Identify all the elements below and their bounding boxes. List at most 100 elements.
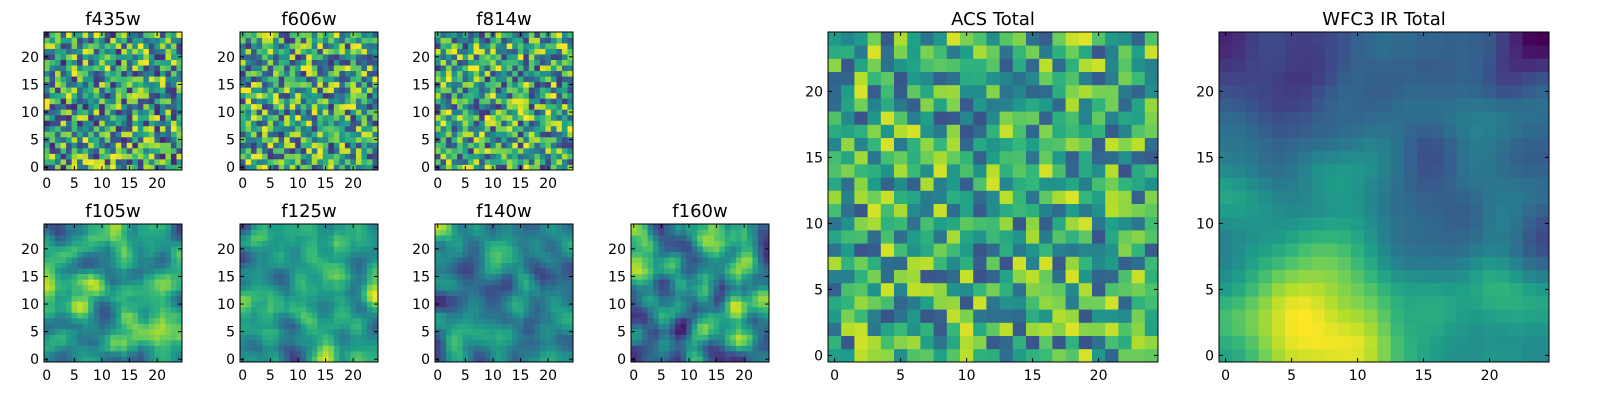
heatmap-cell (104, 158, 111, 165)
heatmap-cell (686, 262, 693, 269)
heatmap-cell (240, 125, 246, 132)
heatmap-cell (110, 273, 117, 280)
heatmap-cell (115, 120, 122, 127)
heatmap-cell (567, 147, 574, 154)
heatmap-cell (484, 246, 491, 252)
heatmap-cell (77, 32, 84, 38)
heatmap-cell (104, 81, 111, 88)
heatmap-cell (159, 323, 166, 330)
heatmap-cell (528, 279, 535, 286)
heatmap-cell (550, 290, 557, 297)
heatmap-cell (322, 76, 329, 83)
heatmap-cell (355, 295, 362, 302)
heatmap-cell (907, 203, 921, 218)
heatmap-cell (256, 76, 263, 83)
heatmap-cell (556, 262, 563, 269)
heatmap-cell (115, 235, 122, 241)
heatmap-cell (328, 43, 335, 49)
heatmap-cell (528, 295, 535, 302)
heatmap-cell (435, 43, 441, 49)
heatmap-cell (93, 43, 100, 49)
heatmap-cell (273, 70, 280, 77)
heatmap-cell (702, 257, 709, 264)
heatmap-cell (143, 131, 150, 138)
heatmap-cell (446, 65, 452, 72)
heatmap-cell (273, 306, 280, 313)
heatmap-cell (946, 190, 961, 204)
heatmap-cell (366, 312, 373, 319)
heatmap-cell (262, 246, 268, 252)
heatmap-cell (121, 37, 128, 44)
heatmap-cell (440, 262, 447, 269)
heatmap-cell (245, 164, 252, 171)
heatmap-cell (724, 268, 731, 275)
heatmap-cell (143, 70, 150, 77)
heatmap-cell (636, 262, 643, 269)
heatmap-cell (256, 257, 263, 264)
heatmap-cell (273, 54, 280, 60)
heatmap-cell (350, 153, 357, 160)
heatmap-cell (746, 235, 753, 241)
heatmap-cell (550, 257, 557, 264)
heatmap-cell (44, 312, 50, 319)
heatmap-cell (446, 59, 452, 66)
heatmap-cell (495, 235, 502, 241)
heatmap-cell (333, 125, 340, 132)
heatmap-cell (82, 54, 89, 60)
heatmap-cell (708, 235, 715, 241)
heatmap-cell (306, 268, 313, 275)
heatmap-cell (451, 120, 458, 127)
heatmap-cell (60, 246, 67, 252)
heatmap-cell (300, 120, 307, 127)
heatmap-cell (300, 109, 307, 116)
heatmap-cell (479, 136, 486, 143)
heatmap-cell (468, 59, 475, 66)
heatmap-cell (278, 98, 285, 105)
heatmap-cell (501, 131, 508, 138)
heatmap-cell (115, 142, 122, 149)
heatmap-cell (262, 301, 268, 308)
heatmap-cell (82, 37, 89, 44)
heatmap-cell (752, 328, 759, 335)
heatmap-cell (556, 43, 563, 49)
heatmap-cell (328, 153, 335, 160)
heatmap-cell (126, 109, 133, 116)
heatmap-cell (165, 158, 172, 165)
heatmap-cell (763, 229, 770, 236)
heatmap-cell (55, 224, 61, 230)
heatmap-cell (322, 131, 329, 138)
heatmap-cell (517, 290, 524, 297)
heatmap-cell (501, 125, 508, 132)
heatmap-cell (328, 131, 335, 138)
heatmap-cell (534, 356, 541, 363)
heatmap-cell (545, 125, 552, 132)
heatmap-cell (735, 295, 742, 302)
heatmap-cell (251, 301, 257, 308)
heatmap-cell (71, 301, 78, 308)
heatmap-cell (512, 131, 519, 138)
heatmap-cell (328, 37, 335, 44)
heatmap-cell (322, 339, 329, 346)
heatmap-cell (473, 306, 480, 313)
heatmap-cell (77, 268, 84, 275)
heatmap-cell (828, 282, 842, 297)
heatmap-cell (746, 301, 753, 308)
heatmap-cell (115, 81, 122, 88)
heatmap-cell (60, 131, 67, 138)
heatmap-cell (361, 224, 368, 230)
y-tick-label: 5 (30, 133, 39, 149)
heatmap-cell (262, 92, 268, 99)
heatmap-cell (121, 98, 128, 105)
x-tick-label: 5 (461, 176, 470, 192)
heatmap-cell (539, 257, 546, 264)
heatmap-cell (88, 235, 95, 241)
heatmap-cell (355, 273, 362, 280)
heatmap-cell (746, 306, 753, 313)
heatmap-cell (289, 345, 296, 352)
heatmap-cell (88, 153, 95, 160)
heatmap-cell (66, 279, 72, 286)
heatmap-cell (344, 43, 351, 49)
heatmap-cell (528, 43, 535, 49)
heatmap-cell (366, 43, 373, 49)
heatmap-cell (534, 345, 541, 352)
